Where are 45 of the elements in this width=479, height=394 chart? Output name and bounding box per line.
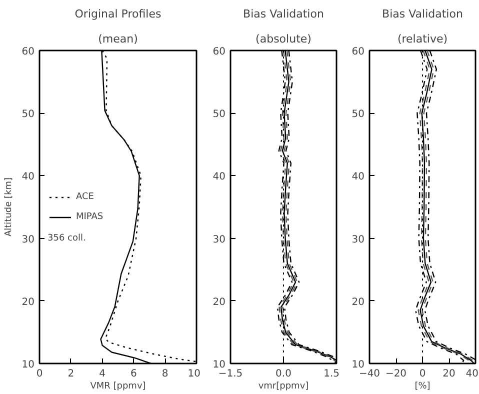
y-tick-label: 10 [352, 360, 365, 370]
y-tick-label: 30 [212, 234, 226, 246]
x-tick-label: 0.0 [276, 368, 292, 380]
x-tick-label: 4 [99, 368, 106, 380]
x-tick-label: 10 [188, 368, 201, 380]
x-axis-title: vmr[ppmv] [258, 382, 309, 392]
x-tick-label: 2 [68, 368, 74, 380]
chart-title: Bias Validation [243, 8, 324, 20]
y-tick-label: 20 [212, 296, 226, 308]
chart-subtitle: (absolute) [256, 32, 312, 46]
annotation: 356 coll. [48, 234, 86, 244]
x-tick-label: 8 [162, 368, 168, 380]
x-axis-title: [%] [414, 382, 430, 392]
x-tick-label: 40 [466, 368, 479, 380]
y-tick-label: 60 [22, 46, 35, 58]
x-tick-label: 0 [419, 368, 426, 380]
y-tick-label: 40 [352, 172, 365, 183]
x-tick-label: 0 [36, 368, 43, 380]
y-tick-label: 30 [22, 234, 35, 246]
chart-subtitle: (mean) [98, 32, 138, 46]
x-tick-label: 1.5 [324, 368, 340, 380]
legend-label: ACE [76, 192, 95, 202]
x-tick-label: −40 [358, 368, 380, 380]
y-tick-label: 50 [352, 109, 365, 120]
y-tick-label: 40 [22, 172, 35, 183]
chart-subtitle: (relative) [397, 32, 448, 46]
y-tick-label: 20 [352, 296, 365, 308]
y-axis-title: Altitude [km] [4, 177, 14, 237]
y-tick-label: 50 [22, 109, 35, 120]
x-tick-label: 20 [442, 368, 456, 380]
y-tick-label: 50 [212, 109, 226, 120]
x-tick-label: 6 [130, 368, 137, 380]
y-tick-label: 40 [212, 172, 226, 183]
y-tick-label: 60 [212, 46, 226, 58]
chart-title: Original Profiles [74, 8, 162, 20]
x-tick-label: −20 [385, 368, 407, 380]
chart-title: Bias Validation [382, 8, 463, 20]
y-tick-label: 60 [352, 46, 365, 58]
y-tick-label: 10 [212, 360, 226, 370]
x-tick-label: −1.5 [218, 368, 243, 380]
y-tick-label: 20 [22, 296, 35, 308]
legend-label: MIPAS [76, 212, 104, 222]
y-tick-label: 10 [22, 360, 35, 370]
x-axis-title: VMR [ppmv] [90, 382, 146, 392]
y-tick-label: 30 [352, 234, 365, 246]
